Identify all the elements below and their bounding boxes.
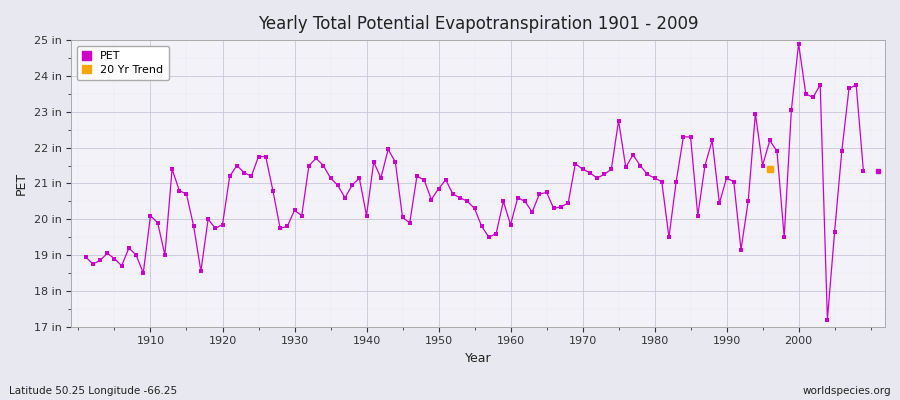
PET	[80, 254, 91, 259]
Line: PET: PET	[84, 42, 865, 321]
PET	[138, 270, 148, 275]
PET	[858, 168, 868, 173]
PET	[793, 41, 804, 46]
PET	[296, 213, 307, 218]
PET	[591, 176, 602, 180]
Legend: PET, 20 Yr Trend: PET, 20 Yr Trend	[76, 46, 169, 80]
Text: worldspecies.org: worldspecies.org	[803, 386, 891, 396]
PET	[822, 317, 832, 322]
Title: Yearly Total Potential Evapotranspiration 1901 - 2009: Yearly Total Potential Evapotranspiratio…	[258, 15, 698, 33]
PET	[339, 195, 350, 200]
Text: Latitude 50.25 Longitude -66.25: Latitude 50.25 Longitude -66.25	[9, 386, 177, 396]
PET	[505, 222, 516, 227]
Y-axis label: PET: PET	[15, 172, 28, 195]
PET	[498, 199, 508, 204]
X-axis label: Year: Year	[464, 352, 491, 365]
